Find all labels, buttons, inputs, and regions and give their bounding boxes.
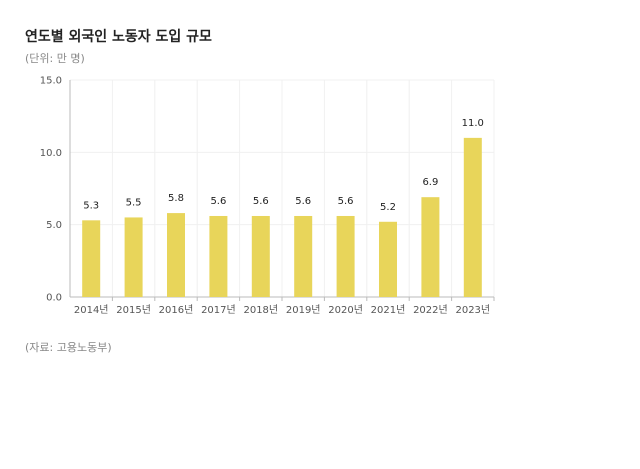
x-tick-label: 2019년 xyxy=(286,304,321,316)
x-tick-label: 2018년 xyxy=(243,304,278,316)
x-tick-label: 2017년 xyxy=(201,304,236,316)
y-tick-label: 5.0 xyxy=(46,220,62,231)
data-label: 6.9 xyxy=(422,177,438,188)
data-label: 5.6 xyxy=(338,196,354,207)
data-label: 5.6 xyxy=(210,196,226,207)
data-label: 5.3 xyxy=(83,200,99,211)
x-tick-label: 2020년 xyxy=(328,304,363,316)
x-tick-label: 2021년 xyxy=(371,304,406,316)
bar xyxy=(209,215,228,297)
data-label: 5.6 xyxy=(253,196,269,207)
bar xyxy=(124,217,143,297)
bar xyxy=(421,197,440,297)
bar xyxy=(336,215,355,297)
bar xyxy=(167,213,185,297)
source-note: (자료: 고용노동부) xyxy=(25,341,112,354)
bar xyxy=(294,215,313,297)
bar xyxy=(379,221,397,297)
x-tick-label: 2022년 xyxy=(413,304,448,316)
bar xyxy=(82,220,101,297)
y-tick-label: 0.0 xyxy=(46,293,62,304)
y-tick-label: 15.0 xyxy=(40,76,62,87)
x-tick-label: 2016년 xyxy=(159,304,194,316)
chart-title: 연도별 외국인 노동자 도입 규모 xyxy=(25,29,212,45)
data-label: 5.2 xyxy=(380,202,396,213)
unit-label: (단위: 만 명) xyxy=(25,52,85,65)
y-tick-label: 10.0 xyxy=(40,148,62,159)
data-label: 5.8 xyxy=(168,193,184,204)
x-tick-label: 2014년 xyxy=(74,304,109,316)
data-label: 5.6 xyxy=(295,196,311,207)
bar xyxy=(251,215,270,297)
bar xyxy=(463,137,482,297)
x-tick-label: 2015년 xyxy=(116,304,151,316)
data-label: 5.5 xyxy=(126,197,142,208)
x-tick-label: 2023년 xyxy=(455,304,490,316)
data-label: 11.0 xyxy=(462,118,484,129)
